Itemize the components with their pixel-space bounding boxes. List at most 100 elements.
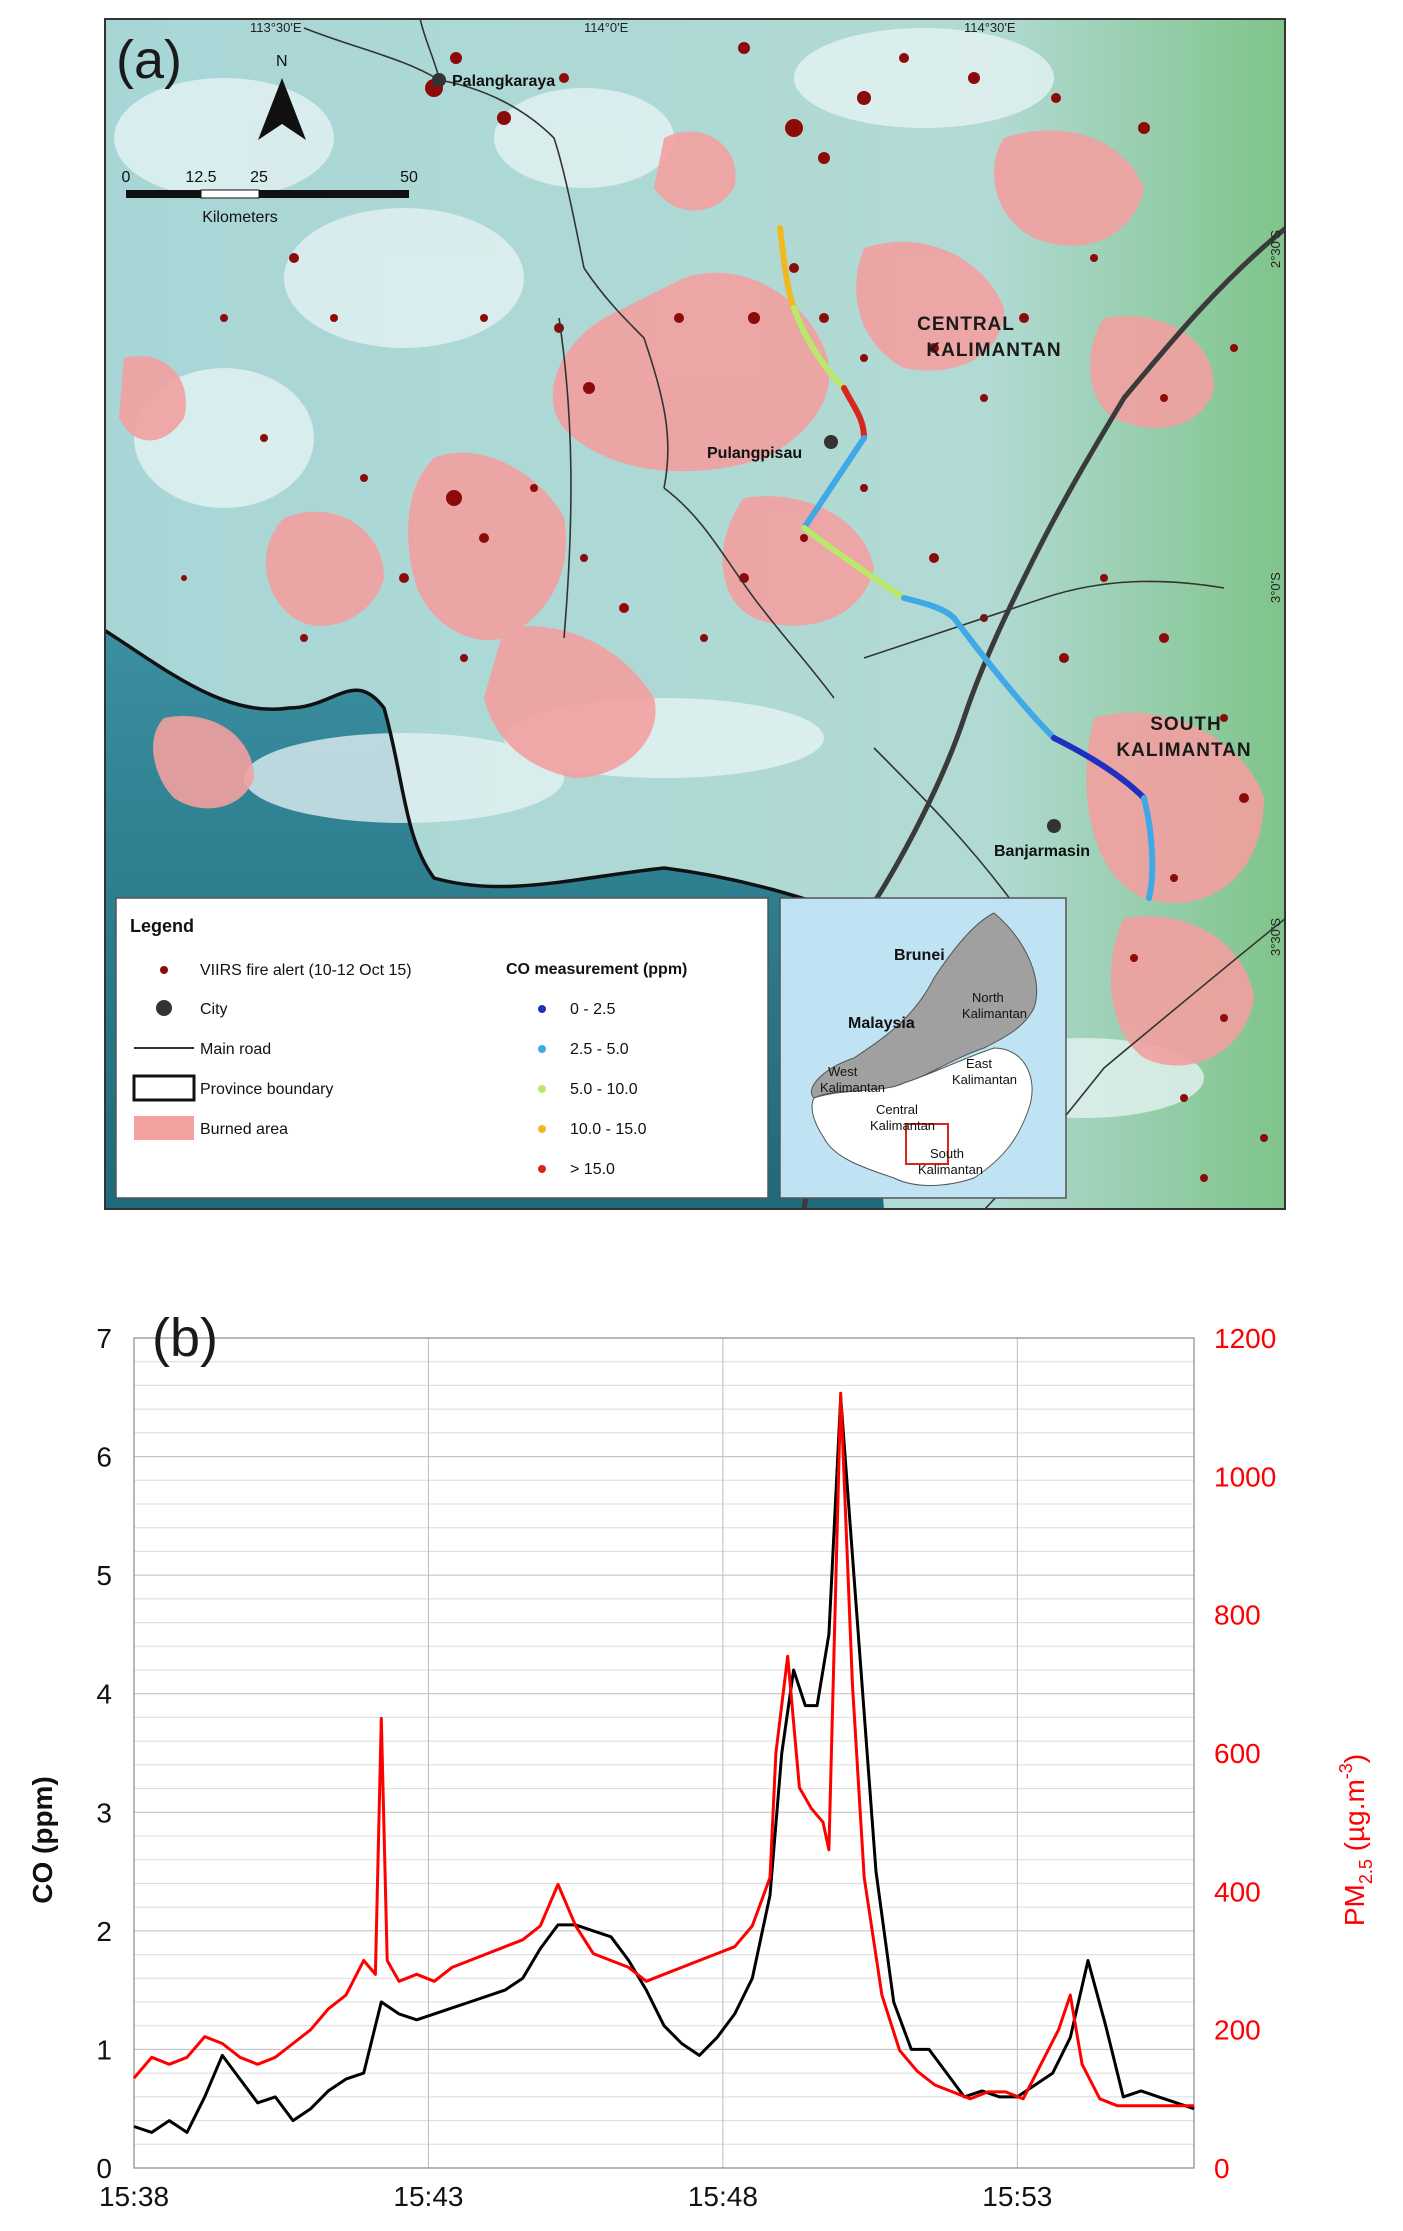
inset-label-brunei: Brunei <box>894 947 945 964</box>
y2-tick-label: 200 <box>1214 2015 1261 2046</box>
legend-item-city: City <box>200 1001 228 1018</box>
inset-label-south: South <box>930 1146 964 1161</box>
fire-alert-symbol <box>160 966 168 974</box>
y-tick-label: 6 <box>96 1442 112 1473</box>
region-label-central-kalimantan: KALIMANTAN <box>926 340 1061 361</box>
co-class-symbol-3 <box>538 1125 546 1133</box>
svg-text:N: N <box>276 53 288 70</box>
north-arrow-icon: N <box>258 53 306 140</box>
co-class-list: 0 - 2.5 2.5 - 5.0 5.0 - 10.0 10.0 - 15.0 > 1… <box>538 1001 647 1178</box>
burned-area-symbol <box>134 1116 194 1140</box>
legend-title: Legend <box>130 916 194 936</box>
inset-label-east: East <box>966 1056 992 1071</box>
city-marker-pulangpisau <box>824 435 838 449</box>
scale-unit: Kilometers <box>202 209 278 226</box>
co-class-symbol-2 <box>538 1085 546 1093</box>
co-series-line <box>133 1395 1195 2134</box>
y2-tick-label: 1200 <box>1214 1323 1276 1354</box>
inset-label-central-kalimantan: Kalimantan <box>870 1118 935 1133</box>
y2-tick-label: 1000 <box>1214 1461 1276 1492</box>
scale-tick-12-5: 12.5 <box>185 169 216 186</box>
city-symbol <box>156 1000 172 1016</box>
cities <box>432 73 1061 833</box>
co-class-label-3: 10.0 - 15.0 <box>570 1121 647 1138</box>
y-tick-label: 3 <box>96 1797 112 1828</box>
inset-label-south-kalimantan: Kalimantan <box>918 1162 983 1177</box>
x-tick-label: 15:43 <box>393 2181 463 2212</box>
scale-tick-50: 50 <box>400 169 418 186</box>
city-marker-banjarmasin <box>1047 819 1061 833</box>
y2-tick-label: 400 <box>1214 1876 1261 1907</box>
y-tick-label: 5 <box>96 1560 112 1591</box>
x-tick-label: 15:48 <box>688 2181 758 2212</box>
city-label-palangkaraya: Palangkaraya <box>452 73 555 90</box>
map-panel-label: (a) <box>116 30 182 90</box>
inset-label-west-kalimantan: Kalimantan <box>820 1080 885 1095</box>
map-legend: Legend VIIRS fire alert (10-12 Oct 15) C… <box>115 897 769 1199</box>
co-class-label-1: 2.5 - 5.0 <box>570 1041 629 1058</box>
inset-label-malaysia: Malaysia <box>848 1015 915 1032</box>
burned-areas <box>119 130 1264 1066</box>
y-tick-label: 1 <box>96 2034 112 2065</box>
x-tick-label: 15:53 <box>982 2181 1052 2212</box>
scale-tick-0: 0 <box>122 169 131 186</box>
region-label-south-kalimantan: KALIMANTAN <box>1116 740 1251 761</box>
co-measurement-track <box>777 225 1156 901</box>
province-boundary-symbol <box>132 1074 196 1102</box>
inset-label-north: North <box>972 990 1004 1005</box>
y-tick-label: 4 <box>96 1679 112 1710</box>
inset-label-north-kalimantan: Kalimantan <box>962 1006 1027 1021</box>
longitude-label-2: 114°0'E <box>584 20 629 35</box>
inset-study-area-box <box>905 1123 949 1165</box>
latitude-label-2: 3°0'S <box>1268 572 1283 603</box>
latitude-label-1: 2°30'S <box>1268 230 1283 268</box>
co-class-symbol-1 <box>538 1045 546 1053</box>
time-series-panel: 0 1 2 3 4 5 6 7 0 200 400 600 800 1000 1200 15:38 15:43 1… <box>0 1260 1403 2226</box>
coastline <box>103 628 865 920</box>
chart-panel-label: (b) <box>152 1308 218 1368</box>
longitude-label-3: 114°30'E <box>964 20 1016 35</box>
region-label-south: SOUTH <box>1150 714 1222 735</box>
inset-kalimantan <box>811 1047 1033 1186</box>
city-marker-palangkaraya <box>432 73 446 87</box>
co-class-label-4: > 15.0 <box>570 1161 615 1178</box>
x-tick-label: 15:38 <box>99 2181 169 2212</box>
chart-series <box>132 1391 1195 2134</box>
y2-axis-label-pm25: PM2.5 (µg.m-3) <box>1336 1754 1376 1926</box>
co-class-label-0: 0 - 2.5 <box>570 1001 615 1018</box>
scale-tick-25: 25 <box>250 169 268 186</box>
inset-label-west: West <box>828 1064 858 1079</box>
inset-label-central: Central <box>876 1102 918 1117</box>
chart-axes: 0 1 2 3 4 5 6 7 0 200 400 600 800 1000 1200 15:38 15:43 1… <box>96 1323 1276 2212</box>
legend-item-province-boundary: Province boundary <box>200 1081 333 1098</box>
study-area-map: Palangkaraya Pulangpisau Banjarmasin CEN… <box>103 17 1288 1211</box>
legend-item-fire-alert: VIIRS fire alert (10-12 Oct 15) <box>200 962 412 979</box>
y-tick-label: 0 <box>96 2153 112 2184</box>
region-label-central: CENTRAL <box>917 314 1015 335</box>
inset-label-east-kalimantan: Kalimantan <box>952 1072 1017 1087</box>
y-tick-label: 2 <box>96 1916 112 1947</box>
longitude-label-1: 113°30'E <box>250 20 302 35</box>
fire-alerts <box>181 42 1268 1182</box>
co-class-symbol-4 <box>538 1165 546 1173</box>
pm25-series-line <box>132 1391 1194 2108</box>
inset-map: Brunei Malaysia North Kalimantan East Ka… <box>779 897 1067 1199</box>
co-pm25-time-series-chart: 0 1 2 3 4 5 6 7 0 200 400 600 800 1000 1200 15:38 15:43 1… <box>27 1308 1376 2212</box>
map-panel: Palangkaraya Pulangpisau Banjarmasin CEN… <box>103 17 1288 1211</box>
y2-tick-label: 600 <box>1214 1738 1261 1769</box>
co-class-symbol-0 <box>538 1005 546 1013</box>
legend-item-burned-area: Burned area <box>200 1121 288 1138</box>
main-roads <box>303 17 1287 1211</box>
map-frame <box>104 18 1286 1210</box>
legend-item-main-road: Main road <box>200 1041 271 1058</box>
co-class-label-2: 5.0 - 10.0 <box>570 1081 638 1098</box>
city-label-pulangpisau: Pulangpisau <box>707 445 802 462</box>
city-label-banjarmasin: Banjarmasin <box>994 843 1090 860</box>
scale-bar: 0 12.5 25 50 Kilometers <box>122 169 418 226</box>
y-tick-label: 7 <box>96 1323 112 1354</box>
latitude-label-3: 3°30'S <box>1268 918 1283 956</box>
y2-tick-label: 800 <box>1214 1600 1261 1631</box>
co-legend-title: CO measurement (ppm) <box>506 961 687 978</box>
y-axis-label-co: CO (ppm) <box>27 1776 58 1904</box>
y2-tick-label: 0 <box>1214 2153 1230 2184</box>
